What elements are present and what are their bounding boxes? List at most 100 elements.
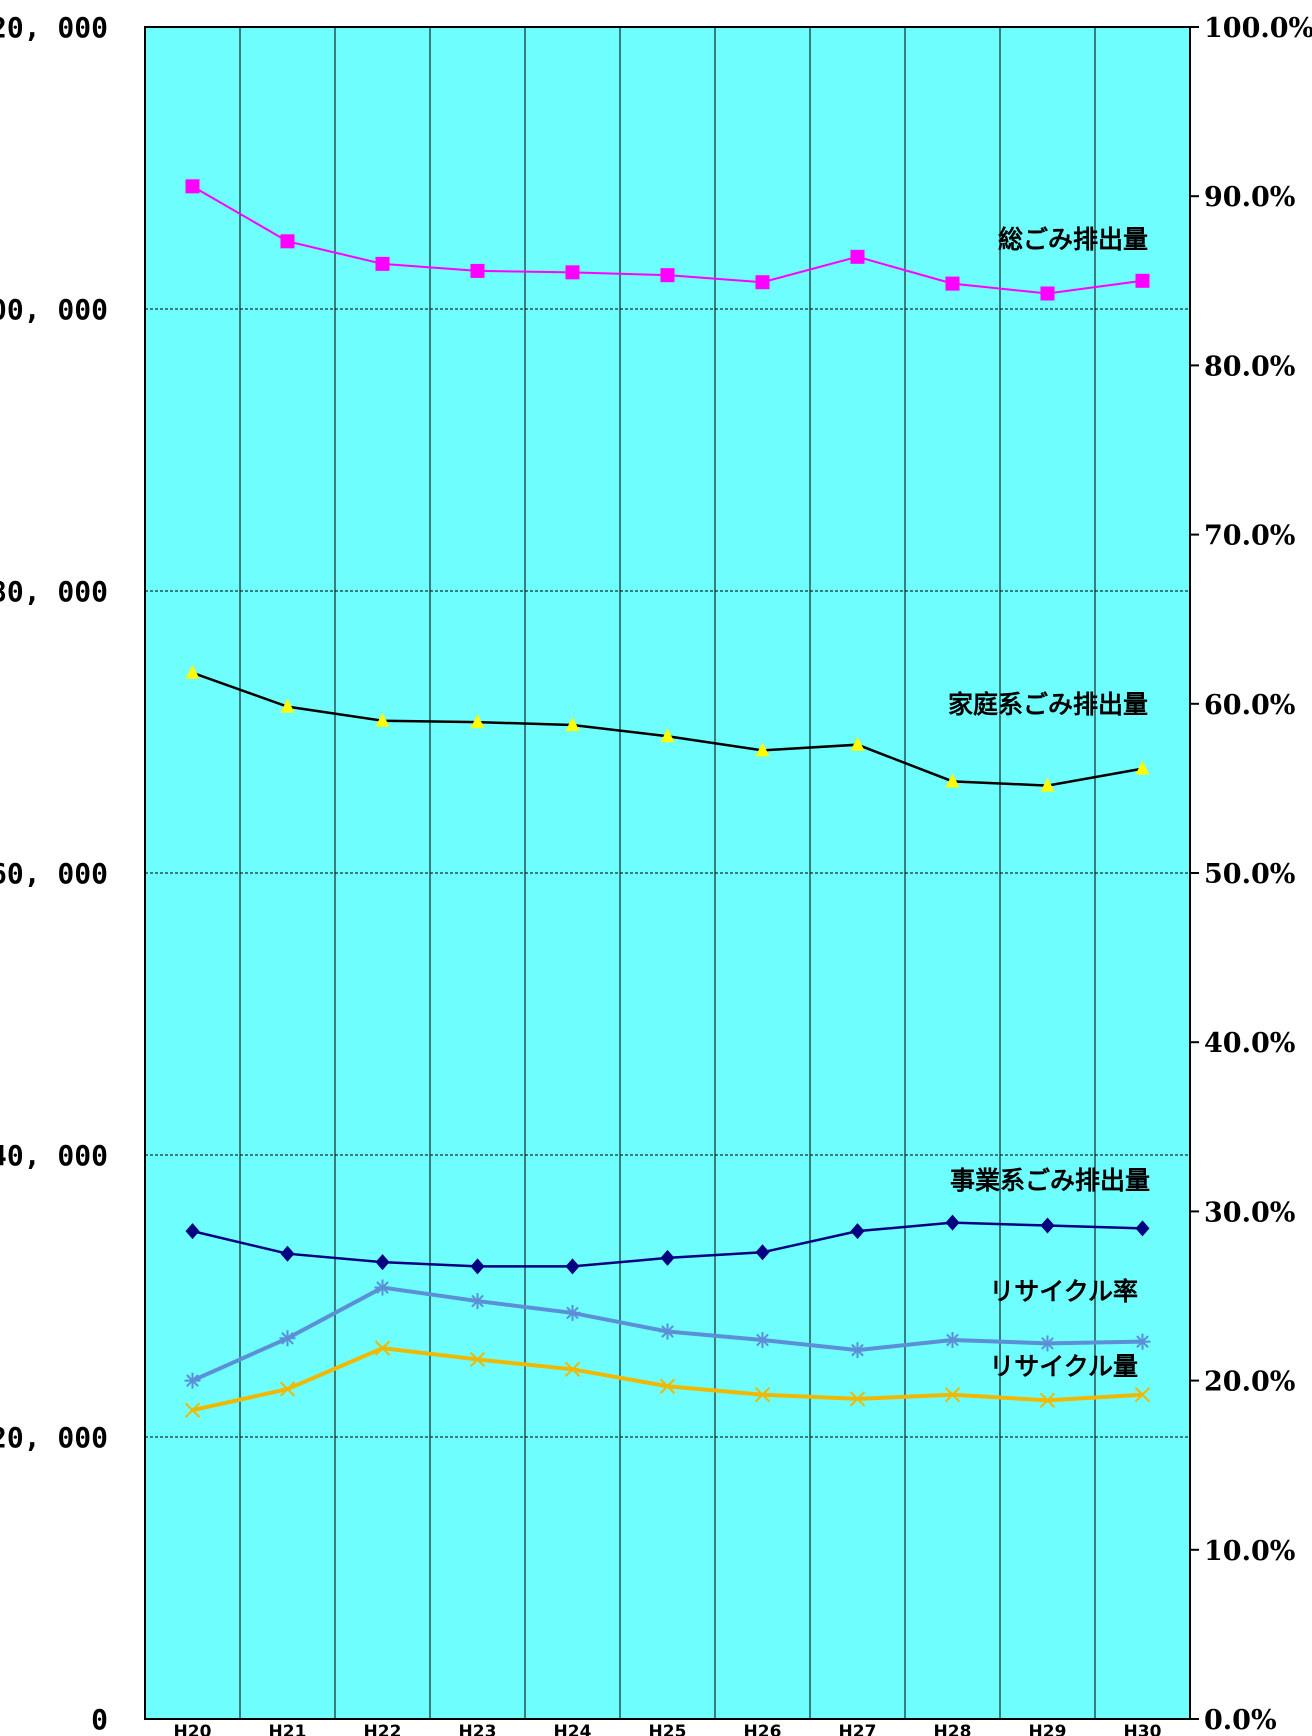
data-point (185, 179, 200, 194)
data-point (755, 742, 770, 757)
series-label: 事業系ごみ排出量 (950, 1166, 1150, 1195)
data-point (470, 1258, 485, 1275)
right-tick-label: 0.0% (1204, 1705, 1277, 1736)
right-tick-label: 30.0% (1204, 1197, 1295, 1228)
data-point (469, 1351, 486, 1368)
data-point (850, 249, 865, 264)
data-point (184, 1372, 201, 1389)
data-point (280, 1245, 295, 1262)
x-tick-label: H20 (174, 1722, 212, 1736)
left-tick-label: 100, 000 (0, 293, 108, 326)
data-point (660, 268, 675, 283)
vertical-gridlines (239, 27, 1096, 1719)
data-point (1039, 1335, 1056, 1352)
horizontal-gridlines (145, 308, 1190, 1438)
right-tick-label: 50.0% (1204, 859, 1295, 890)
data-point (469, 1293, 486, 1310)
left-tick-label: 60, 000 (0, 857, 108, 890)
x-tick-label: H25 (649, 1722, 687, 1736)
left-tick-label: 20, 000 (0, 1421, 108, 1454)
data-point (565, 265, 580, 280)
data-point (849, 1391, 866, 1407)
x-tick-label: H29 (1029, 1722, 1067, 1736)
data-point (375, 256, 390, 271)
data-point (1135, 760, 1150, 775)
series-label: リサイクル量 (989, 1352, 1138, 1381)
x-tick-label: H22 (364, 1722, 402, 1736)
right-tick-label: 70.0% (1204, 521, 1295, 552)
data-point (754, 1386, 771, 1403)
data-point (185, 1223, 200, 1240)
x-tick-label: H28 (934, 1722, 972, 1736)
left-tick-label: 120, 000 (0, 11, 108, 44)
series-label: 家庭系ごみ排出量 (948, 690, 1148, 719)
data-point (374, 1340, 391, 1356)
data-point (659, 1323, 676, 1340)
left-tick-label: 80, 000 (0, 575, 108, 608)
data-point (375, 712, 390, 727)
data-point (944, 1331, 961, 1348)
data-point (565, 716, 580, 731)
data-point (279, 1381, 296, 1397)
data-point (565, 1258, 580, 1275)
series-2 (185, 1214, 1150, 1275)
data-point (1135, 273, 1150, 288)
series-label: 総ごみ排出量 (998, 225, 1148, 254)
x-tick-label: H24 (554, 1722, 592, 1736)
data-point (660, 728, 675, 743)
series-3 (184, 1279, 1151, 1389)
data-point (945, 1214, 960, 1231)
x-tick-label: H27 (839, 1722, 877, 1736)
data-point (470, 714, 485, 729)
data-point (564, 1304, 581, 1321)
right-tick-label: 90.0% (1204, 182, 1295, 213)
x-tick-label: H21 (269, 1722, 307, 1736)
series-label: リサイクル率 (989, 1277, 1138, 1306)
data-point (185, 664, 200, 679)
data-point (1134, 1333, 1151, 1350)
data-point (945, 773, 960, 788)
right-tick-label: 40.0% (1204, 1028, 1295, 1059)
left-tick-label: 40, 000 (0, 1139, 108, 1172)
data-point (1039, 1392, 1056, 1409)
data-point (470, 263, 485, 278)
data-point (1040, 777, 1055, 792)
right-tick-label: 10.0% (1204, 1536, 1295, 1567)
data-point (1134, 1386, 1151, 1403)
x-tick-label: H23 (459, 1722, 497, 1736)
data-point (1135, 1220, 1150, 1237)
data-point (659, 1378, 676, 1394)
right-tick-label: 20.0% (1204, 1367, 1295, 1398)
left-tick-label: 0 (91, 1703, 108, 1736)
right-axis-ticks: 0.0% 10.0% 20.0% 30.0% 40.0% 50.0% 60.0% 70.0% 8… (1204, 13, 1312, 1736)
data-point (564, 1361, 581, 1378)
x-tick-label: H26 (744, 1722, 782, 1736)
data-point (754, 1331, 771, 1348)
data-point (184, 1402, 201, 1418)
data-point (280, 234, 295, 249)
series-layer (184, 179, 1151, 1418)
data-point (375, 1254, 390, 1271)
series-4 (184, 1340, 1151, 1418)
right-tick-label: 100.0% (1204, 13, 1312, 44)
data-point (944, 1386, 961, 1403)
data-point (755, 1244, 770, 1261)
x-axis-ticks: H20 H21 H22 H23 H24 H25 H26 H27 H28 H29 H30 (174, 1722, 1162, 1736)
data-point (849, 1342, 866, 1359)
data-point (850, 1223, 865, 1240)
data-point (280, 698, 295, 713)
data-point (279, 1330, 296, 1347)
data-point (1040, 1217, 1055, 1234)
right-axis (1190, 26, 1199, 1720)
series-0 (185, 179, 1150, 301)
data-point (755, 275, 770, 290)
data-point (945, 276, 960, 291)
data-point (374, 1279, 391, 1296)
data-point (850, 736, 865, 751)
right-tick-label: 80.0% (1204, 351, 1295, 382)
x-tick-label: H30 (1124, 1722, 1162, 1736)
right-tick-label: 60.0% (1204, 690, 1295, 721)
left-axis-ticks: 0 20, 000 40, 000 60, 000 80, 000 100, 000 120… (0, 11, 108, 1736)
